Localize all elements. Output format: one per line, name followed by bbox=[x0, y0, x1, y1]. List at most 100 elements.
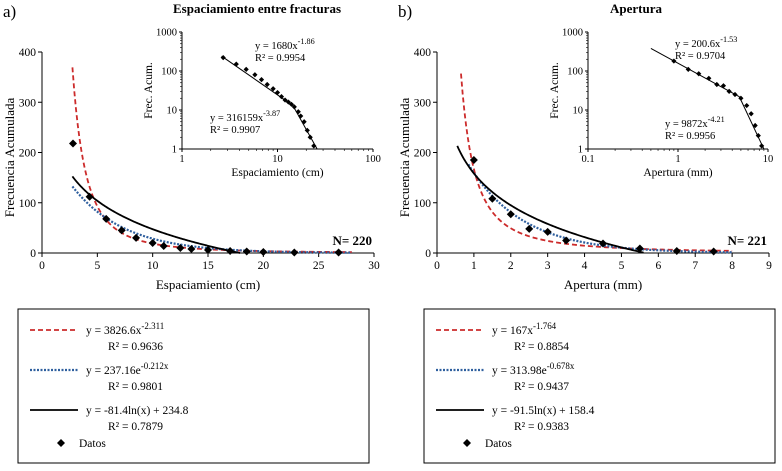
inset-equation-exp: -1.53 bbox=[720, 35, 737, 44]
y-axis-label: Frecuencia Acumulada bbox=[2, 98, 17, 218]
y-tick-label: 300 bbox=[19, 97, 37, 109]
fit-curve-exp bbox=[467, 163, 733, 254]
x-tick-label: 5 bbox=[94, 260, 100, 272]
inset-equation: y = 1680x-1.86 bbox=[255, 37, 315, 52]
y-tick-label: 0 bbox=[30, 248, 36, 260]
inset-y-axis-label: Frec. Acum. bbox=[549, 62, 561, 119]
data-point bbox=[117, 226, 126, 235]
inset-y-tick-label: 10 bbox=[573, 106, 584, 117]
y-tick-label: 0 bbox=[425, 248, 431, 260]
x-tick-label: 3 bbox=[545, 260, 551, 272]
inset-data-point bbox=[270, 86, 276, 92]
inset-data-point bbox=[720, 83, 727, 89]
inset-data-point bbox=[274, 89, 281, 96]
inset-y-tick-label: 10 bbox=[167, 106, 178, 117]
inset-data-point bbox=[732, 91, 738, 98]
legend-r2: R² = 0.9801 bbox=[108, 381, 163, 393]
inset-data-point bbox=[752, 122, 758, 129]
legend-marker bbox=[463, 439, 471, 447]
x-tick-label: 0 bbox=[434, 260, 440, 272]
y-tick-label: 400 bbox=[414, 47, 432, 59]
legend-equation: y = 3826.6x-2.311 bbox=[86, 321, 164, 337]
data-point bbox=[85, 192, 94, 201]
inset-r2: R² = 0.9954 bbox=[255, 53, 306, 64]
x-axis-label: Espaciamiento (cm) bbox=[156, 277, 260, 292]
legend-r2: R² = 0.9437 bbox=[514, 381, 569, 393]
x-tick-label: 7 bbox=[692, 260, 698, 272]
inset-equation-base: y = 9872x bbox=[665, 119, 708, 130]
data-point bbox=[226, 246, 235, 255]
data-point bbox=[290, 248, 299, 257]
x-tick-label: 5 bbox=[619, 260, 625, 272]
inset-data-point bbox=[282, 97, 288, 103]
y-tick-label: 400 bbox=[19, 47, 37, 59]
inset-x-tick-label: 10 bbox=[272, 154, 283, 165]
data-point bbox=[488, 194, 497, 203]
data-point bbox=[176, 243, 185, 252]
inset-fit-line bbox=[738, 96, 765, 150]
inset-y-tick-label: 100 bbox=[161, 67, 177, 78]
legend-equation-exp: -0.678x bbox=[547, 361, 575, 371]
inset-y-tick-label: 1 bbox=[172, 145, 177, 156]
inset-equation-base: y = 316159x bbox=[210, 113, 264, 124]
inset-data-point bbox=[258, 77, 265, 83]
data-point bbox=[469, 156, 478, 165]
inset-fit-line bbox=[650, 47, 740, 98]
legend-equation: y = 313.98e-0.678x bbox=[492, 361, 575, 377]
inset-data-point bbox=[311, 143, 317, 149]
data-point bbox=[506, 210, 515, 219]
inset-r2: R² = 0.9907 bbox=[210, 125, 260, 136]
inset-equation-exp: -3.87 bbox=[263, 109, 280, 118]
data-point bbox=[187, 244, 196, 253]
data-point bbox=[132, 233, 141, 242]
legend-equation: y = -81.4ln(x) + 234.8 bbox=[86, 405, 189, 417]
inset-data-point bbox=[696, 71, 702, 77]
inset-y-tick-label: 1 bbox=[578, 145, 583, 156]
legend-equation: y = -91.5ln(x) + 158.4 bbox=[492, 405, 595, 417]
fit-curve-exp bbox=[71, 185, 352, 254]
legend-box bbox=[17, 308, 370, 464]
fit-curve-log bbox=[456, 145, 644, 254]
legend-r2: R² = 0.9636 bbox=[108, 341, 163, 353]
data-point bbox=[334, 248, 343, 257]
inset-data-point bbox=[671, 58, 677, 64]
legend-marker bbox=[57, 439, 65, 447]
inset-data-point bbox=[291, 104, 297, 110]
data-point bbox=[102, 214, 111, 223]
n-label: N= 221 bbox=[727, 233, 767, 248]
fit-curve-log bbox=[71, 175, 241, 254]
x-tick-label: 2 bbox=[508, 260, 514, 272]
data-point bbox=[525, 224, 534, 233]
legend-r2: R² = 0.9383 bbox=[514, 421, 569, 433]
x-tick-label: 20 bbox=[258, 260, 270, 272]
chart-title: Espaciamiento entre fracturas bbox=[173, 1, 341, 16]
data-point bbox=[148, 238, 157, 247]
inset-x-tick-label: 10 bbox=[763, 154, 774, 165]
legend-r2: R² = 0.8854 bbox=[514, 341, 569, 353]
y-tick-label: 300 bbox=[414, 97, 432, 109]
inset-x-tick-label: 0.1 bbox=[581, 154, 594, 165]
inset-data-point bbox=[759, 143, 765, 149]
inset-x-tick-label: 1 bbox=[675, 154, 680, 165]
legend-equation-base: y = -91.5ln(x) + 158.4 bbox=[492, 405, 595, 417]
inset-data-point bbox=[714, 81, 720, 88]
x-tick-label: 9 bbox=[766, 260, 772, 272]
inset-data-point bbox=[304, 127, 310, 133]
inset-x-tick-label: 100 bbox=[365, 154, 381, 165]
inset-data-point bbox=[243, 66, 249, 72]
inset-data-point bbox=[252, 72, 258, 78]
fit-curve-power bbox=[71, 67, 352, 254]
x-tick-label: 8 bbox=[729, 260, 735, 272]
data-point bbox=[635, 244, 644, 253]
inset-equation-base: y = 1680x bbox=[255, 41, 298, 52]
inset-equation-exp: -4.21 bbox=[708, 115, 725, 124]
legend-equation-base: y = -81.4ln(x) + 234.8 bbox=[86, 405, 189, 417]
data-point bbox=[599, 239, 607, 248]
legend-equation-base: y = 237.16e bbox=[86, 365, 141, 377]
x-axis-label: Apertura (mm) bbox=[564, 277, 642, 292]
panel-b: b) Apertura 0 1 2 3 4 5 6 7 8 9 0 100 200 300 400 Apertur… bbox=[397, 1, 776, 464]
